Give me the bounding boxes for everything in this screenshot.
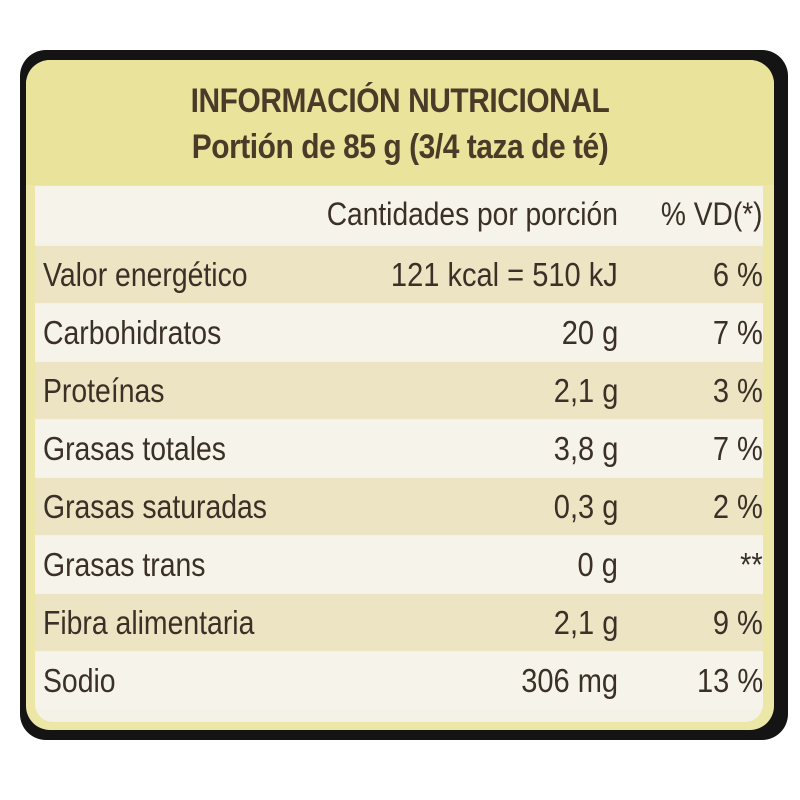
table-row: Grasas saturadas 0,3 g 2 %: [35, 478, 763, 535]
label-subtitle: Portión de 85 g (3/4 taza de té): [191, 128, 609, 166]
nutrient-vd: 9 %: [712, 604, 763, 641]
table-row: Sodio 306 mg 13 %: [35, 652, 763, 709]
nutrition-table: Cantidades por porción % VD(*) Valor ene…: [35, 186, 763, 722]
table-row: Fibra alimentaria 2,1 g 9 %: [35, 594, 763, 651]
column-header-quantity: Cantidades por porción: [326, 196, 618, 232]
nutrient-name: Grasas saturadas: [43, 488, 268, 525]
nutrient-name: Grasas trans: [43, 546, 206, 583]
nutrient-vd: 6 %: [712, 256, 763, 293]
nutrient-vd: 7 %: [712, 314, 763, 351]
nutrient-quantity: 306 mg: [521, 662, 618, 699]
table-header-row: Cantidades por porción % VD(*): [35, 186, 763, 243]
nutrient-quantity: 2,1 g: [553, 372, 618, 409]
nutrient-quantity: 3,8 g: [553, 430, 618, 467]
label-header: INFORMACIÓN NUTRICIONAL Portión de 85 g …: [26, 60, 774, 185]
nutrient-vd: 3 %: [712, 372, 763, 409]
table-row: Grasas trans 0 g **: [35, 536, 763, 593]
nutrient-quantity: 20 g: [561, 314, 618, 351]
nutrient-vd: **: [740, 546, 763, 583]
table-row: Valor energético 121 kcal = 510 kJ 6 %: [35, 246, 763, 303]
label-title: INFORMACIÓN NUTRICIONAL: [190, 82, 610, 120]
table-row: Carbohidratos 20 g 7 %: [35, 304, 763, 361]
nutrient-name: Grasas totales: [43, 430, 226, 467]
nutrient-name: Fibra alimentaria: [43, 604, 255, 641]
nutrient-quantity: 121 kcal = 510 kJ: [391, 256, 618, 293]
nutrient-quantity: 2,1 g: [553, 604, 618, 641]
nutrient-vd: 7 %: [712, 430, 763, 467]
nutrient-name: Carbohidratos: [43, 314, 222, 351]
nutrient-vd: 13 %: [696, 662, 763, 699]
nutrient-name: Sodio: [43, 662, 116, 699]
nutrient-name: Valor energético: [43, 256, 248, 293]
nutrition-label: INFORMACIÓN NUTRICIONAL Portión de 85 g …: [26, 60, 774, 730]
table-row: Proteínas 2,1 g 3 %: [35, 362, 763, 419]
column-header-vd: % VD(*): [661, 196, 763, 232]
nutrient-quantity: 0,3 g: [553, 488, 618, 525]
table-row: Grasas totales 3,8 g 7 %: [35, 420, 763, 477]
nutrient-vd: 2 %: [712, 488, 763, 525]
nutrient-name: Proteínas: [43, 372, 165, 409]
nutrient-quantity: 0 g: [577, 546, 618, 583]
